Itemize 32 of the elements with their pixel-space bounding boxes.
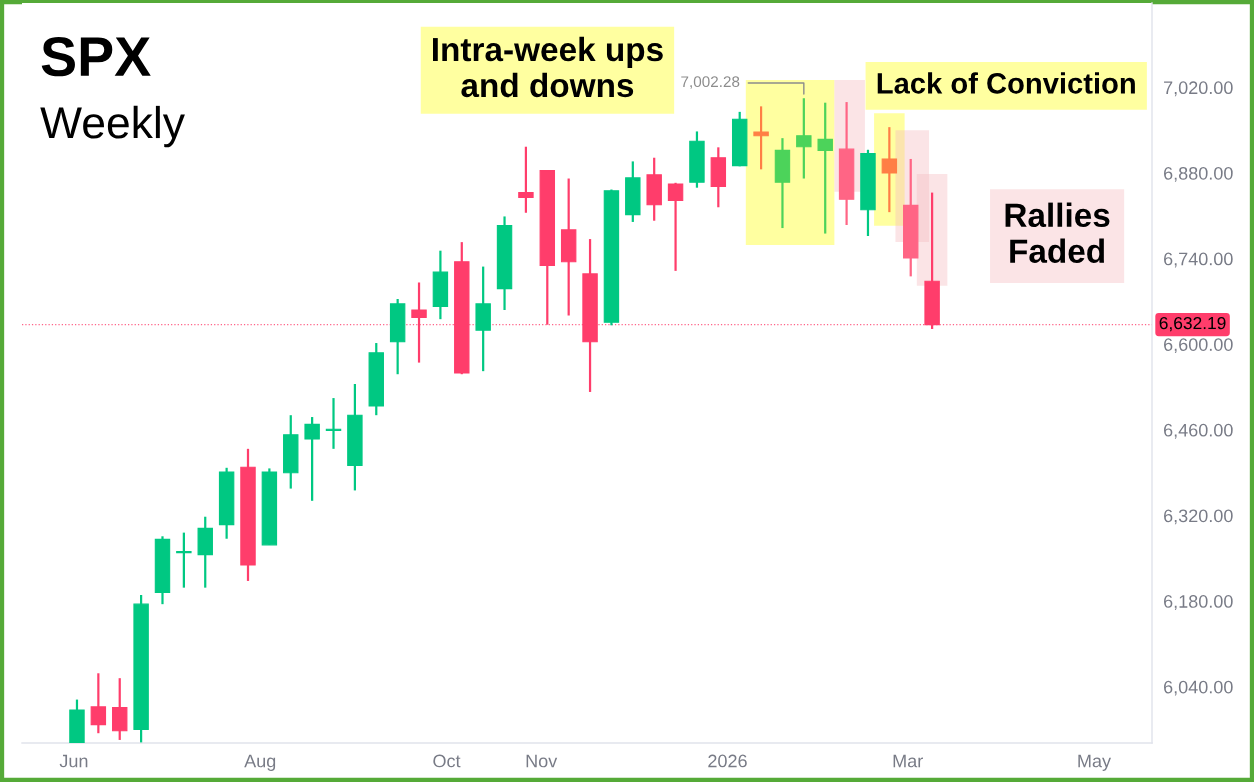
y-tick-label: 6,320.00 [1164,509,1233,525]
candlestick [796,97,812,180]
annotation: Rallies Faded [1005,202,1110,263]
candlestick [667,181,684,272]
x-tick-label: Aug [244,754,276,771]
x-tick-label: May [1078,754,1111,771]
y-tick-label: 6,740.00 [1164,252,1233,268]
y-tick-label: 6,040.00 [1164,680,1233,696]
y-tick-label: 7,020.00 [1164,81,1233,97]
y-tick-label: 6,880.00 [1164,166,1233,182]
ref-line-label: 6,632.19 [1159,316,1226,332]
x-tick-label: Jun [59,754,88,768]
x-tick-label: Oct [433,754,461,768]
y-tick-label: 6,600.00 [1164,338,1233,354]
y-tick-label: 6,460.00 [1164,423,1233,439]
candlestick [90,672,107,735]
text: Weekly [40,105,185,148]
candlestick [753,105,769,171]
annotation: 7,002.28 [681,76,740,89]
candlestick [304,415,320,502]
x-tick-label: 2026 [708,754,747,768]
candlestick [881,126,898,214]
x-tick-label: Nov [526,754,558,768]
chart-title: SPX [41,37,151,77]
candlestick [518,145,534,214]
annotation: Lack of Conviction [877,72,1135,94]
candlestick [112,677,128,742]
y-tick-label: 6,180.00 [1164,595,1233,610]
annotation: Intra-week ups and downs [432,36,663,98]
candlestick [176,531,192,589]
candlestick [817,101,833,235]
x-tick-label: Mar [893,754,923,768]
